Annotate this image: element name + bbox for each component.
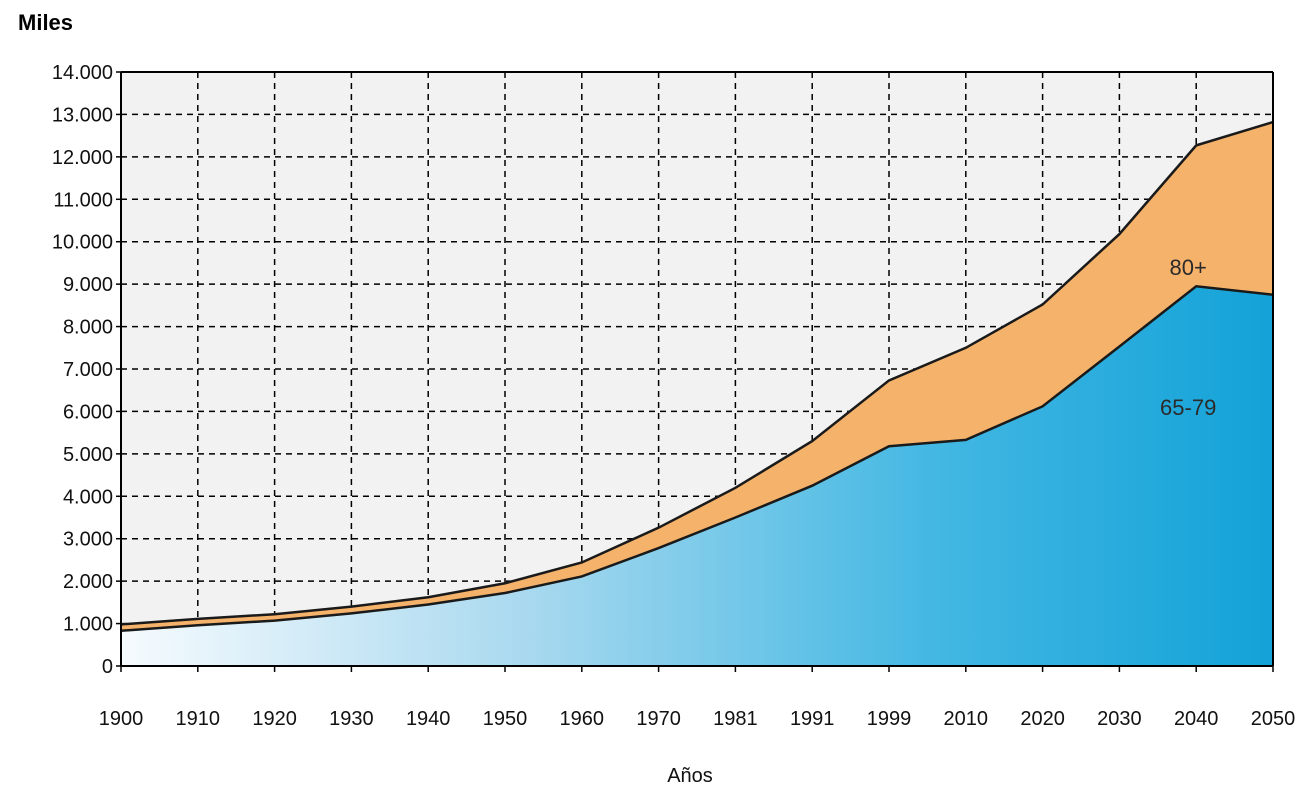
- y-tick-label: 10.000: [52, 232, 113, 254]
- x-tick-labels: 1900 1910 1920 1930 1940 1950 1960 1970 1981 1991…: [99, 708, 1296, 730]
- x-tick-label: 1930: [329, 708, 374, 730]
- y-tick-label: 2.000: [63, 571, 113, 593]
- axes: [116, 71, 1274, 672]
- x-tick-label: 1920: [252, 708, 297, 730]
- y-axis-title: Miles: [18, 10, 73, 35]
- x-tick-label: 2020: [1020, 708, 1065, 730]
- y-tick-label: 12.000: [52, 147, 113, 169]
- x-tick-label: 2040: [1174, 708, 1219, 730]
- x-tick-label: 1900: [99, 708, 144, 730]
- y-tick-label: 8.000: [63, 317, 113, 339]
- x-tick-label: 1970: [636, 708, 681, 730]
- y-tick-label: 14.000: [52, 62, 113, 84]
- series-line-total: [120, 120, 1274, 626]
- area-series: [120, 120, 1274, 666]
- annotations: 80+ 65-79: [1160, 255, 1216, 420]
- series-annotation-label: 80+: [1170, 255, 1207, 280]
- x-tick-label: 1960: [560, 708, 605, 730]
- y-tick-label: 9.000: [63, 274, 113, 296]
- x-tick-label: 2030: [1097, 708, 1142, 730]
- y-tick-label: 1.000: [63, 614, 113, 636]
- y-tick-label: 0: [102, 656, 113, 678]
- x-tick-label: 1981: [713, 708, 758, 730]
- x-tick-label: 1991: [790, 708, 835, 730]
- x-tick-label: 1950: [483, 708, 528, 730]
- y-tick-label: 11.000: [53, 189, 113, 211]
- y-tick-label: 7.000: [63, 359, 113, 381]
- x-tick-label: 1999: [867, 708, 912, 730]
- series-annotation-label: 65-79: [1160, 395, 1216, 420]
- x-tick-label: 1940: [406, 708, 451, 730]
- x-axis-title: Años: [667, 765, 713, 785]
- series-area-80plus: [121, 122, 1273, 631]
- x-tick-label: 1910: [176, 708, 221, 730]
- y-tick-label: 3.000: [63, 529, 113, 551]
- x-tick-label: 2010: [944, 708, 989, 730]
- series-line-65-79: [120, 284, 1274, 633]
- y-tick-label: 13.000: [52, 104, 113, 126]
- y-tick-label: 6.000: [63, 401, 113, 423]
- y-tick-labels: 0 1.000 2.000 3.000 4.000 5.000 6.000 7.000 8.00…: [52, 62, 113, 678]
- x-tick-label: 2050: [1251, 708, 1296, 730]
- y-tick-label: 4.000: [63, 486, 113, 508]
- y-tick-label: 5.000: [63, 444, 113, 466]
- series-area-65-79: [121, 286, 1273, 666]
